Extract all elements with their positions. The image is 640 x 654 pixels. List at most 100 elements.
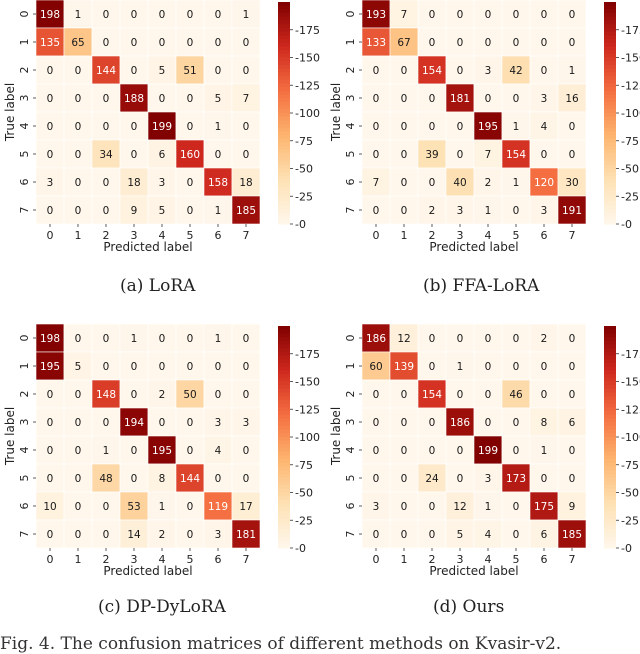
colorbar-segment: [278, 381, 290, 386]
cell-value-label: 0: [541, 9, 548, 21]
heatmap-cell: [501, 167, 531, 197]
cell-value-label: 0: [187, 501, 194, 513]
colorbar-segment: [278, 209, 290, 214]
cell-value-label: 0: [159, 333, 166, 345]
cell-value-label: 3: [215, 417, 222, 429]
colorbar-segment: [604, 459, 616, 464]
colorbar-segment: [604, 536, 616, 542]
cell-value-label: 0: [103, 529, 110, 541]
cell-value-label: 39: [425, 149, 438, 161]
heatmap-cell: [35, 519, 65, 549]
heatmap-cell: [119, 463, 149, 493]
heatmap-cell: [389, 519, 419, 549]
cell-value-label: 0: [47, 65, 54, 77]
heatmap-cell: [231, 55, 261, 85]
cell-value-label: 185: [236, 205, 256, 217]
heatmap-cell: [445, 491, 475, 521]
x-tick-label: 0: [373, 553, 380, 566]
cell-value-label: 2: [485, 177, 492, 189]
cell-value-label: 3: [485, 65, 492, 77]
heatmap-cell: [91, 519, 121, 549]
cell-value-label: 0: [47, 473, 54, 485]
cell-value-label: 1: [485, 501, 492, 513]
cell-value-label: 3: [373, 501, 380, 513]
x-tick-label: 6: [215, 229, 222, 242]
cell-value-label: 0: [429, 37, 436, 49]
cell-value-label: 0: [429, 361, 436, 373]
heatmap-cell: [361, 167, 391, 197]
cell-value-label: 0: [373, 149, 380, 161]
cell-value-label: 195: [478, 121, 498, 133]
cell-value-label: 0: [75, 93, 82, 105]
heatmap-cell: [501, 195, 531, 225]
cell-value-label: 139: [394, 361, 414, 373]
y-tick-label: 0: [18, 11, 31, 18]
colorbar-tick-label: -0: [621, 542, 632, 555]
cell-value-label: 1: [513, 177, 520, 189]
y-tick-label: 4: [18, 123, 31, 130]
heatmap-cell: [91, 323, 121, 353]
cell-value-label: 0: [75, 529, 82, 541]
colorbar-segment: [278, 544, 290, 549]
y-tick-label: 7: [344, 531, 357, 538]
cell-value-label: 0: [215, 65, 222, 77]
colorbar-segment: [604, 448, 616, 453]
heatmap-cell: [119, 55, 149, 85]
colorbar-segment: [278, 414, 290, 420]
heatmap-cell: [417, 407, 447, 437]
cell-value-label: 0: [187, 121, 194, 133]
x-tick-label: 1: [401, 553, 408, 566]
heatmap-cell: [119, 83, 149, 113]
cell-value-label: 0: [569, 473, 576, 485]
colorbar-segment: [604, 474, 616, 479]
cell-value-label: 48: [99, 473, 112, 485]
heatmap-cell: [175, 435, 205, 465]
cell-value-label: 30: [565, 177, 578, 189]
colorbar-tick-label: -150: [621, 376, 640, 389]
heatmap-cell: [35, 167, 65, 197]
colorbar-segment: [278, 20, 290, 25]
y-tick-label: 6: [344, 179, 357, 186]
heatmap-cell: [119, 139, 149, 169]
colorbar-segment: [604, 507, 616, 512]
cell-value-label: 0: [243, 37, 250, 49]
colorbar-segment: [278, 363, 290, 368]
colorbar-segment: [604, 348, 616, 353]
cell-value-label: 0: [485, 93, 492, 105]
colorbar-segment: [278, 533, 290, 538]
heatmap-cell: [175, 463, 205, 493]
heatmap-cell: [119, 195, 149, 225]
colorbar-segment: [278, 396, 290, 401]
colorbar-segment: [604, 150, 616, 155]
colorbar-segment: [278, 131, 290, 136]
heatmap-cell: [361, 351, 391, 381]
heatmap-cell: [389, 491, 419, 521]
colorbar-segment: [604, 187, 616, 192]
heatmap-cell: [529, 351, 559, 381]
cell-value-label: 0: [485, 333, 492, 345]
heatmap-cell: [35, 111, 65, 141]
colorbar-segment: [278, 418, 290, 423]
heatmap-cell: [557, 83, 587, 113]
colorbar-segment: [278, 79, 290, 84]
cell-value-label: 144: [180, 473, 200, 485]
colorbar-segment: [278, 168, 290, 173]
heatmap-cell: [501, 351, 531, 381]
heatmap-cell: [557, 27, 587, 57]
cell-value-label: 2: [541, 333, 548, 345]
cell-value-label: 0: [215, 9, 222, 21]
colorbar-segment: [604, 2, 616, 7]
colorbar-segment: [604, 198, 616, 203]
colorbar-segment: [278, 385, 290, 390]
colorbar-segment: [278, 153, 290, 158]
x-tick-label: 7: [243, 553, 250, 566]
colorbar-segment: [278, 198, 290, 203]
colorbar-segment: [278, 455, 290, 460]
heatmap-cell: [417, 323, 447, 353]
colorbar-segment: [278, 31, 290, 36]
heatmap-cell: [175, 167, 205, 197]
cell-value-label: 3: [47, 177, 54, 189]
heatmap-cell: [91, 111, 121, 141]
colorbar-segment: [604, 131, 616, 136]
